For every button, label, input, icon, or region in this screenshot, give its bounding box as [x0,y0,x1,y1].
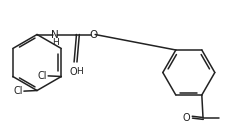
Text: O: O [89,30,97,40]
Text: O: O [69,67,77,77]
Text: Cl: Cl [14,86,23,96]
Text: H: H [76,67,83,76]
Text: H: H [52,38,59,46]
Text: Cl: Cl [38,71,47,81]
Text: O: O [182,112,190,122]
Text: N: N [51,30,59,40]
